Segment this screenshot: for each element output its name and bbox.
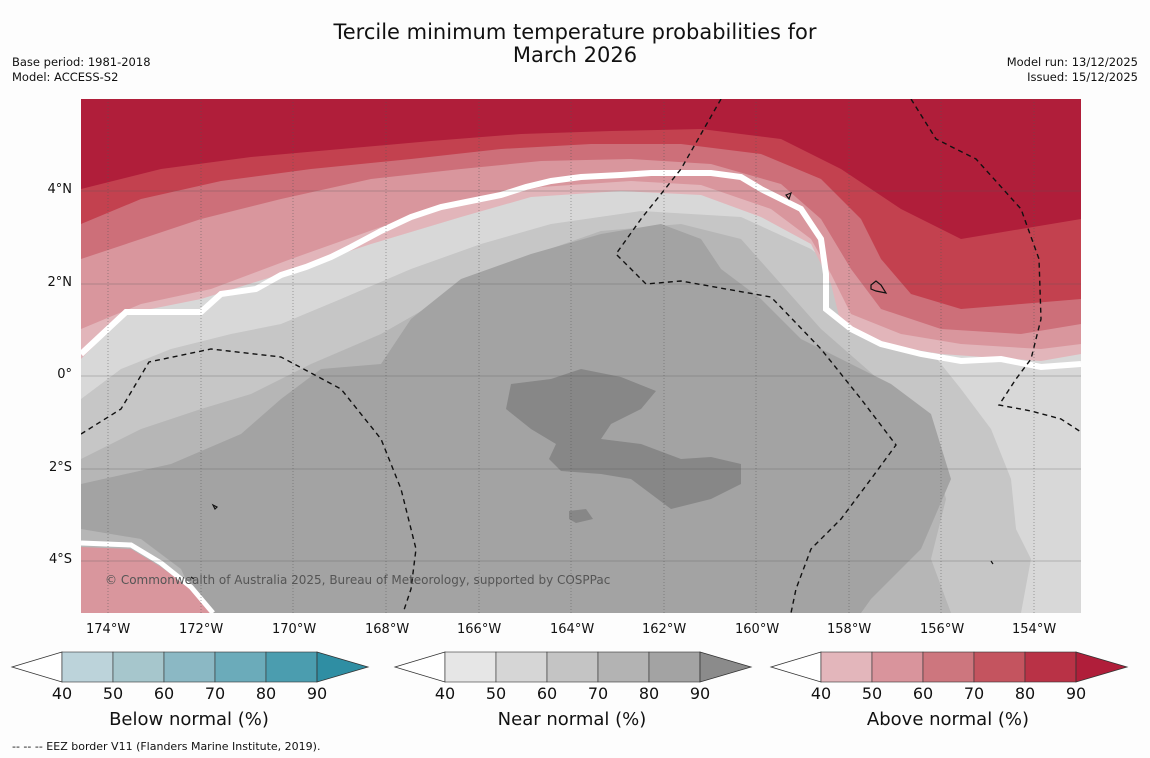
above-colorbar-segment [922, 651, 975, 683]
parallel-lines [81, 190, 1081, 562]
above-colorbar-tick: 60 [912, 684, 934, 703]
below-colorbar-segment [61, 651, 114, 683]
below-colorbar-tick: 40 [51, 684, 73, 703]
lon-tick-label: 170°W [272, 622, 317, 637]
above-colorbar-tick: 80 [1014, 684, 1036, 703]
lon-tick-label: 168°W [365, 622, 410, 637]
below-colorbar-tick: 70 [204, 684, 226, 703]
near-colorbar-segment [546, 651, 599, 683]
above-colorbar-label: Above normal (%) [866, 709, 1030, 730]
above-colorbar-tick: 40 [810, 684, 832, 703]
near-colorbar-segment [444, 651, 497, 683]
near-colorbar-tick: 70 [587, 684, 609, 703]
near-colorbar-tick: 50 [485, 684, 507, 703]
near-70-region [81, 224, 951, 613]
issued-date: Issued: 15/12/2025 [1027, 70, 1138, 84]
below-colorbar-tick: 80 [255, 684, 277, 703]
chart-title-line2: March 2026 [512, 43, 638, 67]
islands [190, 191, 994, 580]
near-colorbar-min-extend [393, 651, 446, 683]
lat-tick-label: 4°N [47, 182, 73, 197]
above-colorbar-max-extend [1075, 651, 1129, 683]
lon-tick-label: 172°W [179, 622, 224, 637]
tercile-boundary [81, 170, 1081, 371]
below-colorbar-max-extend [316, 651, 370, 683]
lon-tick-label: 164°W [550, 622, 595, 637]
near-colorbar-tick: 40 [434, 684, 456, 703]
above-colorbar-tick: 70 [963, 684, 985, 703]
probability-map: © Commonwealth of Australia 2025, Bureau… [81, 99, 1081, 613]
near-colorbar-tick: 80 [638, 684, 660, 703]
lon-tick-label: 162°W [642, 622, 687, 637]
lat-tick-label: 4°S [48, 552, 72, 567]
below-colorbar-tick: 50 [102, 684, 124, 703]
below-colorbar-tick: 90 [306, 684, 328, 703]
model-name: Model: ACCESS-S2 [12, 70, 119, 84]
above-colorbar-segment [973, 651, 1026, 683]
near-colorbar-max-extend [699, 651, 753, 683]
lon-tick-label: 160°W [735, 622, 780, 637]
near-colorbar-tick: 90 [689, 684, 711, 703]
above-colorbar-segment [871, 651, 924, 683]
above-90-region [81, 99, 1081, 239]
above-colorbar-tick: 90 [1065, 684, 1087, 703]
meta-right: Model run: 13/12/2025 Issued: 15/12/2025 [1007, 55, 1138, 85]
below-colorbar-segment [163, 651, 216, 683]
lat-tick-label: 2°S [48, 460, 72, 475]
above-60-patch [81, 547, 211, 613]
above-colorbar-segment [820, 651, 873, 683]
lon-tick-label: 158°W [827, 622, 872, 637]
above-colorbar-min-extend [769, 651, 822, 683]
lon-tick-label: 154°W [1012, 622, 1057, 637]
near-colorbar-label: Near normal (%) [497, 709, 647, 730]
lon-tick-label: 166°W [457, 622, 502, 637]
footer-note: -- -- -- EEZ border V11 (Flanders Marine… [12, 740, 321, 753]
near-colorbar-segment [648, 651, 701, 683]
lon-tick-label: 174°W [86, 622, 131, 637]
near-colorbar-segment [597, 651, 650, 683]
below-colorbar-segment [265, 651, 318, 683]
colorbars [10, 651, 1129, 683]
above-colorbar-tick: 50 [861, 684, 883, 703]
near-80-patch [569, 509, 593, 523]
lon-tick-label: 156°W [920, 622, 965, 637]
copyright-note: © Commonwealth of Australia 2025, Bureau… [105, 573, 610, 587]
near-80-region [506, 369, 741, 509]
near-colorbar-tick: 60 [536, 684, 558, 703]
eez-borders [81, 99, 1081, 613]
below-colorbar-segment [112, 651, 165, 683]
chart-title-line1: Tercile minimum temperature probabilitie… [333, 20, 817, 44]
below-colorbar-min-extend [10, 651, 63, 683]
below-colorbar-segment [214, 651, 267, 683]
below-colorbar-tick: 60 [153, 684, 175, 703]
below-colorbar-label: Below normal (%) [109, 709, 269, 730]
above-boundary-bl [81, 540, 215, 613]
near-colorbar-segment [495, 651, 548, 683]
base-period: Base period: 1981-2018 [12, 55, 151, 69]
above-colorbar-segment [1024, 651, 1077, 683]
lat-tick-label: 0° [57, 367, 72, 382]
model-run: Model run: 13/12/2025 [1006, 55, 1138, 69]
lat-tick-label: 2°N [47, 275, 73, 290]
meta-left: Base period: 1981-2018 Model: ACCESS-S2 [12, 55, 151, 85]
